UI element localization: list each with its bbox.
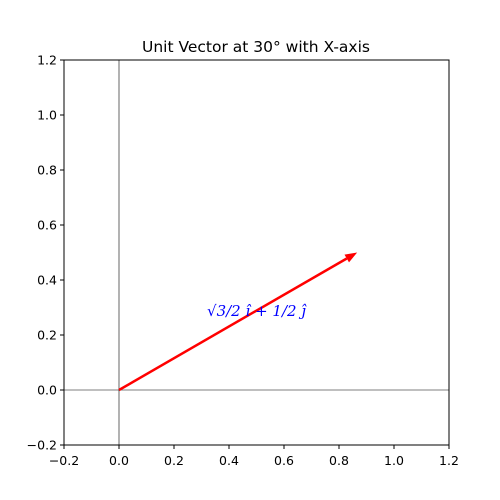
unit-vector-arrowhead	[344, 252, 358, 263]
y-tick-label: −0.2	[27, 438, 57, 453]
x-axis-ticks: −0.2 0.0 0.2 0.4 0.6 0.8 1.0 1.2	[49, 445, 459, 468]
y-axis-ticks: −0.2 0.0 0.2 0.4 0.6 0.8 1.0 1.2	[27, 53, 64, 453]
unit-vector-shaft	[118, 257, 348, 392]
x-tick-label: 0.8	[329, 453, 349, 468]
x-tick-label: 1.2	[439, 453, 459, 468]
plot-frame	[63, 59, 450, 446]
y-tick-label: 0.0	[37, 383, 57, 398]
vector-annotation-text: √3/2 î + 1/2 ĵ	[207, 302, 307, 320]
x-tick-label: 1.0	[384, 453, 404, 468]
x-tick-label: −0.2	[49, 453, 79, 468]
x-tick-label: 0.6	[274, 453, 294, 468]
y-tick-label: 0.2	[37, 328, 57, 343]
vector-annotation: √3/2 î + 1/2 ĵ	[207, 302, 307, 320]
y-tick-label: 0.4	[37, 273, 57, 288]
y-tick-label: 1.2	[37, 53, 57, 68]
y-tick-label: 0.8	[37, 163, 57, 178]
x-tick-label: 0.0	[109, 453, 129, 468]
chart-title: Unit Vector at 30° with X-axis	[142, 38, 370, 56]
x-tick-label: 0.4	[219, 453, 239, 468]
y-tick-label: 0.6	[37, 218, 57, 233]
y-tick-label: 1.0	[37, 108, 57, 123]
x-tick-label: 0.2	[164, 453, 184, 468]
